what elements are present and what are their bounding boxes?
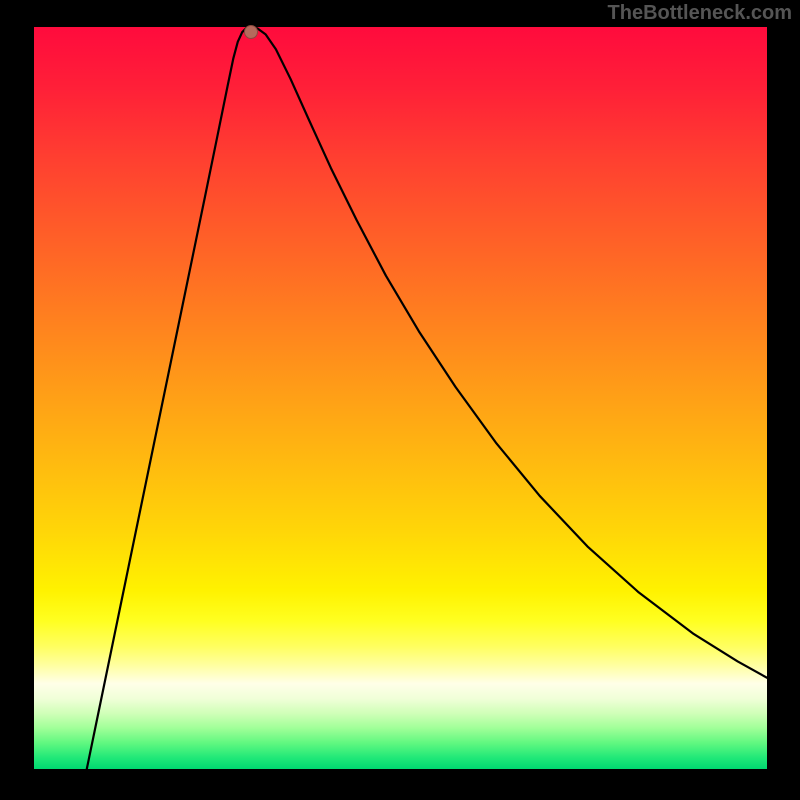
curve-layer xyxy=(34,27,767,769)
optimum-marker xyxy=(244,25,258,39)
bottleneck-curve xyxy=(87,27,767,769)
plot-area xyxy=(34,27,767,769)
chart-container: TheBottleneck.com xyxy=(0,0,800,800)
watermark-text: TheBottleneck.com xyxy=(608,2,792,25)
